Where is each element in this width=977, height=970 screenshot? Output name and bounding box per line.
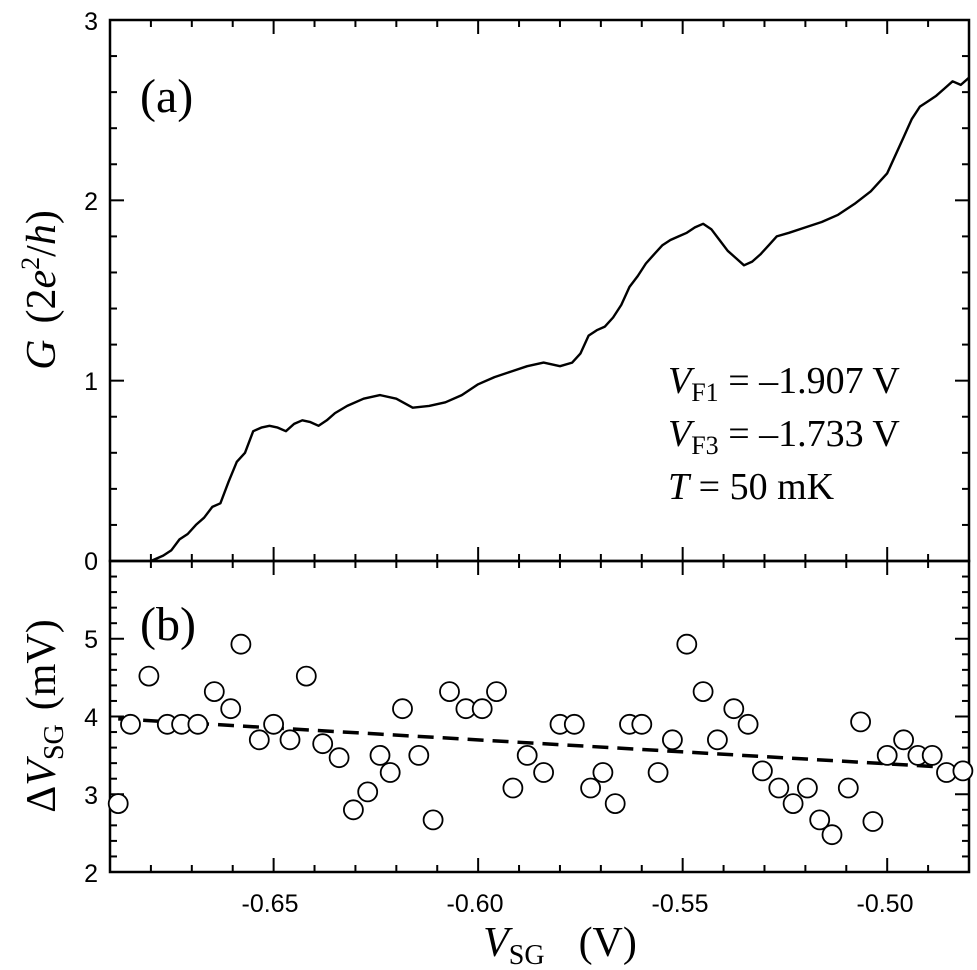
ytick-a-0: 0 [84, 548, 98, 576]
panel-b-label: (b) [140, 598, 196, 651]
data-point [707, 729, 728, 751]
ytick-a-2: 2 [84, 188, 98, 216]
data-point [107, 793, 129, 814]
panel-a-label: (a) [140, 70, 193, 123]
xlabel: VSG (V) [483, 920, 637, 970]
ytick-b-3: 3 [84, 782, 98, 810]
data-point [592, 762, 614, 783]
data-point [248, 729, 270, 751]
data-point [408, 745, 430, 766]
xtick-label-3: -0.50 [857, 890, 914, 918]
panel-b-frame [108, 559, 971, 874]
panel-a-frame [108, 18, 971, 563]
data-point [502, 777, 524, 799]
data-point [821, 824, 843, 846]
data-point [876, 745, 898, 766]
panel-a-ticks [109, 19, 970, 562]
data-point [809, 809, 831, 831]
data-point [279, 729, 301, 751]
data-point [662, 729, 683, 751]
data-point [263, 713, 285, 735]
data-point [138, 665, 160, 687]
ytick-a-1: 1 [84, 368, 98, 396]
data-point [471, 698, 493, 720]
data-point [580, 777, 601, 799]
data-point [516, 745, 538, 766]
xtick-label-2: -0.55 [652, 890, 709, 918]
data-point [862, 811, 884, 832]
xtick-label-1: -0.60 [447, 890, 504, 918]
data-point [312, 733, 334, 755]
data-point [647, 762, 669, 783]
ylabel-b: ΔVSG(mV) [19, 619, 70, 812]
data-point [422, 809, 444, 831]
data-point [850, 711, 871, 733]
data-point [631, 713, 653, 735]
data-point [369, 745, 391, 766]
data-point [723, 698, 745, 720]
data-point [295, 665, 317, 687]
annotation-temperature: T = 50 mK [668, 466, 835, 508]
data-point [392, 698, 413, 720]
panel-b-ticks [109, 560, 970, 873]
data-point [837, 777, 859, 799]
ytick-a-3: 3 [84, 8, 98, 36]
data-point [342, 799, 364, 821]
ytick-b-4: 4 [84, 704, 98, 732]
annotation-vf3: VF3 = –1.733 V [668, 413, 900, 460]
data-point [782, 793, 804, 814]
data-point [220, 698, 242, 720]
linear-fit-dashed-line [118, 717, 970, 771]
data-point [737, 713, 759, 735]
ytick-b-5: 5 [84, 626, 98, 654]
ylabel-a: G(2e2/h) [16, 210, 65, 370]
data-point [797, 777, 818, 799]
data-point [952, 760, 974, 782]
data-point [604, 793, 626, 814]
data-point [533, 762, 554, 783]
ytick-b-2: 2 [84, 860, 98, 888]
data-point [120, 713, 141, 735]
data-point [187, 713, 209, 735]
data-point [379, 762, 401, 783]
data-point [692, 681, 714, 702]
conductance-curve [150, 76, 970, 563]
xtick-label-0: -0.65 [242, 890, 299, 918]
data-point [230, 633, 252, 655]
annotation-vf1: VF1 = –1.907 V [668, 360, 900, 407]
data-point [439, 681, 460, 702]
data-point [328, 747, 350, 769]
data-point [752, 760, 773, 782]
data-point [563, 713, 585, 735]
data-point [357, 781, 379, 803]
data-point [203, 681, 225, 702]
data-point [676, 633, 698, 655]
data-point [921, 745, 943, 766]
data-point [768, 777, 790, 799]
delta-vsg-points [107, 633, 974, 846]
data-point [893, 729, 914, 751]
data-point [486, 681, 507, 702]
